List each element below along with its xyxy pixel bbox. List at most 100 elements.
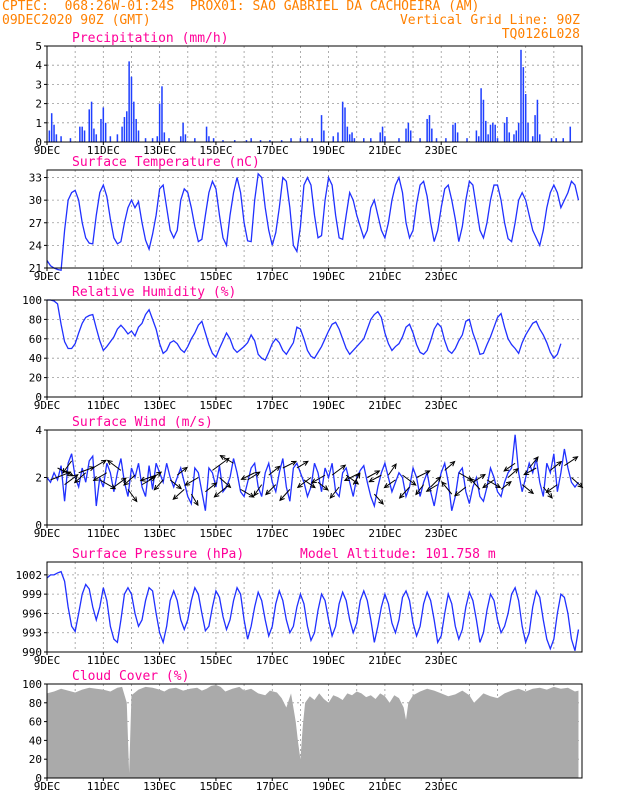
wind-vector <box>172 489 185 500</box>
panel-cloud-cover-ytick-label: 40 <box>29 734 42 747</box>
panel-cloud-cover-xtick-label: 23DEC <box>425 780 458 793</box>
wind-vector <box>550 461 562 471</box>
precip-bar <box>161 86 163 142</box>
precip-bar <box>311 138 313 142</box>
precip-bar <box>466 138 468 142</box>
precip-bar <box>384 136 386 142</box>
panel-surface-temperature-nc-ytick-label: 24 <box>29 239 43 252</box>
wind-vector-head <box>425 486 432 492</box>
panel-precipitation-mm-h-xtick-label: 11DEC <box>87 144 120 157</box>
wind-vector-head <box>441 481 447 488</box>
wind-vector <box>190 493 199 506</box>
panel-surface-temperature-nc-frame <box>46 169 583 269</box>
wind-vector-head <box>296 482 303 489</box>
wind-vector <box>205 482 217 493</box>
wind-vector <box>279 489 291 501</box>
wind-vector-head <box>184 480 191 486</box>
precip-bar <box>419 138 421 142</box>
panel-cloud-cover-xtick-label: 19DEC <box>312 780 345 793</box>
precip-bar <box>492 122 494 142</box>
panel-relative-humidity-xtick-label: 17DEC <box>256 399 289 412</box>
wind-vector <box>214 486 227 498</box>
header-location: CPTEC: 068:26W-01:24S PROX01: SAO GABRIE… <box>2 0 480 14</box>
wind-vector-head <box>424 470 431 476</box>
panel-surface-pressure-hpa-xtick-label: 13DEC <box>143 654 176 667</box>
panel-surface-pressure-hpa-xtick-label: 21DEC <box>368 654 401 667</box>
precip-bar <box>290 138 292 142</box>
panel-surface-pressure-hpa-ytick-label: 999 <box>22 588 42 601</box>
wind-vector <box>241 472 255 480</box>
wind-vector <box>268 465 281 476</box>
precip-bar <box>513 134 515 142</box>
wind-vector-head <box>182 466 189 473</box>
precip-bar <box>517 122 520 142</box>
precip-bar <box>337 132 339 142</box>
precip-bar <box>48 130 51 142</box>
panel-surface-wind-m-s-xtick-label: 19DEC <box>312 527 345 540</box>
wind-vector <box>93 472 108 481</box>
wind-vector <box>329 486 340 499</box>
panel-precipitation-mm-h-ytick-label: 3 <box>35 78 42 91</box>
wind-vector <box>169 479 182 490</box>
panel-cloud-cover-ytick-label: 60 <box>29 716 42 729</box>
panel-cloud-cover-xtick-label: 21DEC <box>368 780 401 793</box>
wind-vector <box>373 493 384 505</box>
wind-vector-head <box>274 465 281 472</box>
panel-surface-temperature-nc-xtick-label: 21DEC <box>368 270 401 283</box>
precip-bar <box>144 138 147 142</box>
wind-vector-head <box>353 479 360 485</box>
wind-vector <box>212 457 230 471</box>
panel-precipitation-mm-h-ytick-label: 2 <box>35 98 42 111</box>
wind-vector-head <box>62 467 68 474</box>
panel-surface-wind-m-s-ytick-label: 2 <box>35 472 42 485</box>
panel-relative-humidity-xtick-label: 19DEC <box>312 399 345 412</box>
wind-vector <box>265 484 277 495</box>
panel-surface-pressure-hpa-subtitle: Model Altitude: 101.758 m <box>300 547 496 562</box>
precip-bar <box>151 138 154 142</box>
wind-vector <box>430 476 441 488</box>
panel-surface-wind-m-s-ytick-label: 0 <box>35 519 42 532</box>
wind-vector-head <box>410 480 417 486</box>
precip-bar <box>539 134 541 142</box>
panel-relative-humidity-ytick-label: 0 <box>35 391 42 404</box>
precip-bar <box>100 118 102 142</box>
wind-vector <box>507 468 519 478</box>
wind-vector-head <box>355 472 361 479</box>
precip-bar <box>536 99 539 142</box>
wind-vector <box>415 484 425 495</box>
panel-precipitation-mm-h-title: Precipitation (mm/h) <box>72 31 229 46</box>
wind-vector <box>153 479 164 491</box>
wind-vector <box>74 472 87 484</box>
wind-vector <box>384 479 396 488</box>
wind-vector-head <box>383 482 390 489</box>
panel-surface-pressure-hpa-xtick-label: 19DEC <box>312 654 345 667</box>
wind-vector-head <box>368 477 375 483</box>
wind-vector-head <box>110 484 117 490</box>
panel-surface-pressure-hpa-ytick-label: 996 <box>22 607 42 620</box>
wind-vector <box>99 479 116 490</box>
wind-vector-head <box>265 489 271 496</box>
panel-surface-pressure-hpa-ytick-label: 993 <box>22 627 42 640</box>
precip-bar <box>454 122 457 142</box>
precip-bar <box>135 118 137 142</box>
panel-precipitation-mm-h-xtick-label: 9DEC <box>34 144 61 157</box>
wind-vector-head <box>309 482 316 489</box>
wind-vector-head <box>150 476 157 482</box>
panel-cloud-cover-frame <box>46 683 583 779</box>
precip-bar <box>163 132 166 142</box>
panel-relative-humidity-ytick-label: 100 <box>22 294 42 307</box>
precip-bar <box>93 128 95 142</box>
precip-bar <box>524 94 527 142</box>
wind-vector <box>78 466 95 474</box>
panel-surface-wind-m-s-ytick-label: 4 <box>35 424 42 437</box>
wind-vector <box>345 474 359 485</box>
precip-bar <box>60 136 62 142</box>
wind-vector-head <box>343 476 350 481</box>
panel-surface-temperature-nc-ytick-label: 21 <box>29 262 42 275</box>
wind-vector <box>140 474 157 482</box>
panel-surface-pressure-hpa-ytick-label: 990 <box>22 646 42 659</box>
precip-bar <box>506 117 508 142</box>
wind-vector <box>113 477 127 488</box>
panel-precipitation-mm-h-ytick-label: 0 <box>35 136 42 149</box>
precip-bar <box>299 138 302 142</box>
